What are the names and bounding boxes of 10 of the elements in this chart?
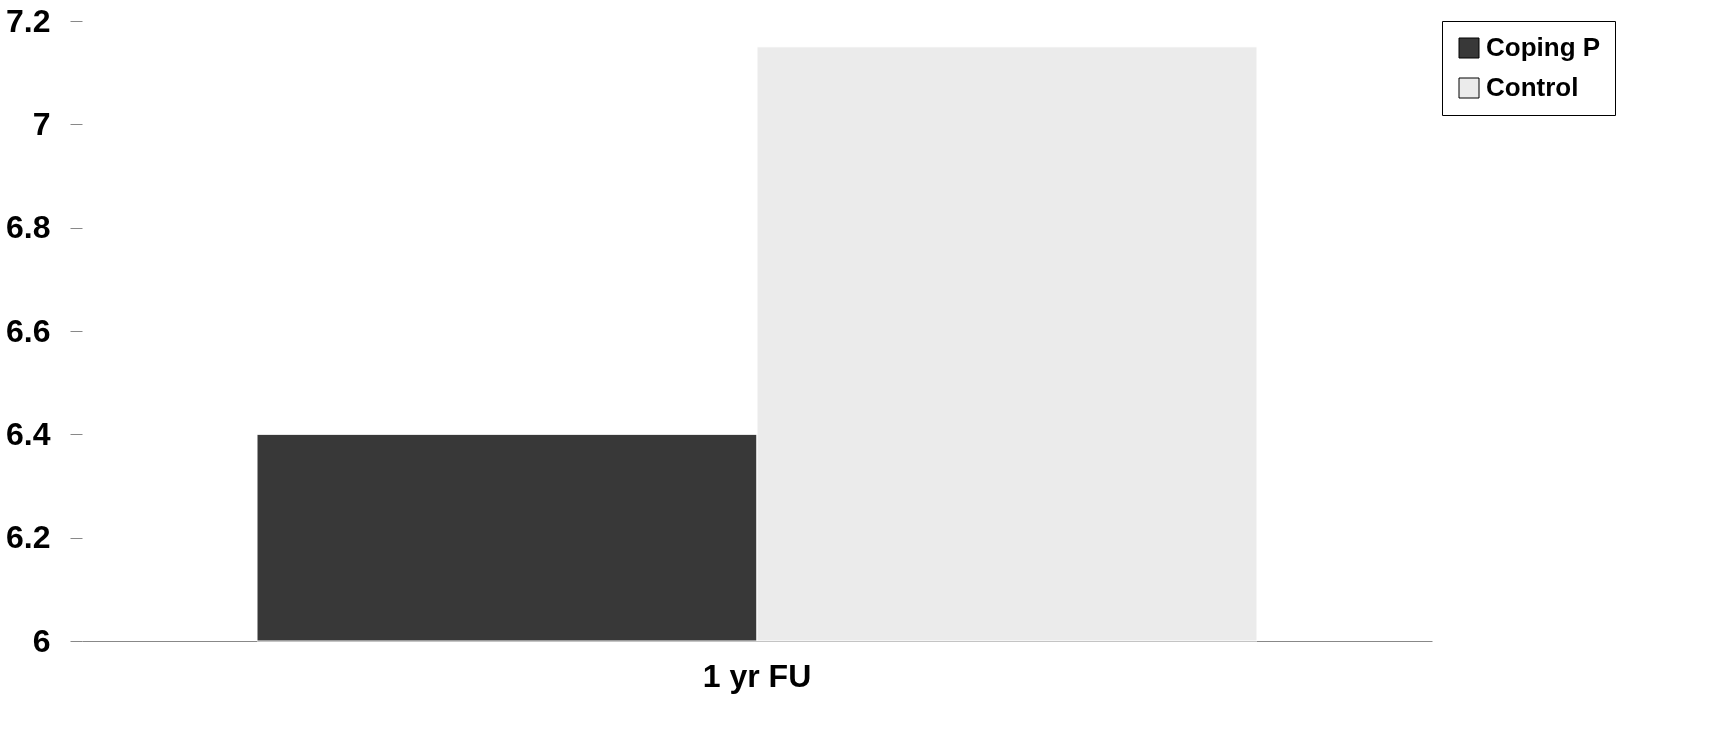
legend-label: Control — [1486, 72, 1579, 102]
y-tick-label: 6.4 — [6, 415, 51, 452]
y-tick-label: 6.6 — [6, 312, 51, 349]
y-tick-label: 6.2 — [6, 519, 51, 556]
y-tick-label: 6 — [32, 622, 51, 659]
y-tick-label: 7.2 — [6, 2, 51, 39]
y-tick-label: 7 — [32, 105, 51, 142]
legend-label: Coping P — [1486, 32, 1601, 62]
y-tick-label: 6.8 — [6, 209, 51, 246]
x-tick-label: 1 yr FU — [702, 657, 812, 694]
